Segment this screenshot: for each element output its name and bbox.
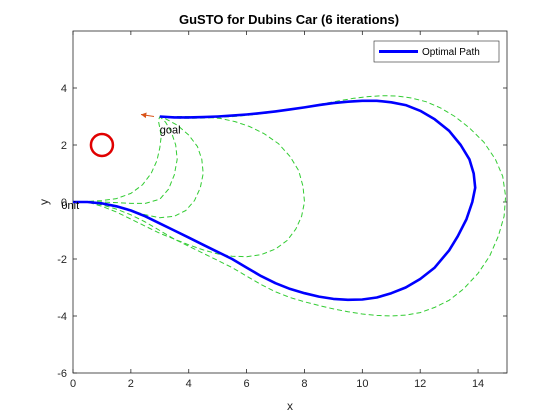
chart-title: GuSTO for Dubins Car (6 iterations) [179, 12, 399, 27]
x-tick-label: 14 [472, 378, 484, 390]
y-axis-label: y [37, 199, 51, 205]
optimal-path-line [73, 99, 477, 302]
legend: Optimal Path [373, 40, 500, 63]
x-axis-ticks: 0 2 4 6 8 10 12 14 [70, 31, 484, 390]
x-tick-label: 2 [128, 378, 134, 390]
annotation-label: goal [160, 124, 181, 136]
y-tick-label: 0 [61, 197, 67, 209]
annotation-layer: goal 0nit [61, 112, 181, 212]
iteration-path-line [73, 116, 305, 258]
x-axis-label: x [287, 399, 293, 413]
y-axis-ticks: -6 -4 -2 0 2 4 [57, 83, 507, 380]
x-tick-label: 4 [186, 378, 192, 390]
series-layer [72, 95, 507, 317]
x-tick-label: 0 [70, 378, 76, 390]
goal-arrow-head [140, 112, 147, 119]
x-tick-label: 10 [356, 378, 368, 390]
y-tick-label: -6 [57, 368, 67, 380]
obstacle-circle [89, 132, 115, 158]
x-tick-label: 6 [244, 378, 250, 390]
x-tick-label: 8 [301, 378, 307, 390]
legend-box [373, 40, 500, 63]
iteration-path-line [72, 116, 162, 203]
annotation-label: 0nit [61, 200, 79, 212]
x-tick-label: 12 [414, 378, 426, 390]
plot-area [72, 30, 508, 374]
y-tick-label: -4 [57, 311, 67, 323]
y-tick-label: 4 [61, 83, 67, 95]
y-tick-label: 2 [61, 140, 67, 152]
legend-label-optimal-path: Optimal Path [422, 47, 480, 58]
y-tick-label: -2 [57, 254, 67, 266]
